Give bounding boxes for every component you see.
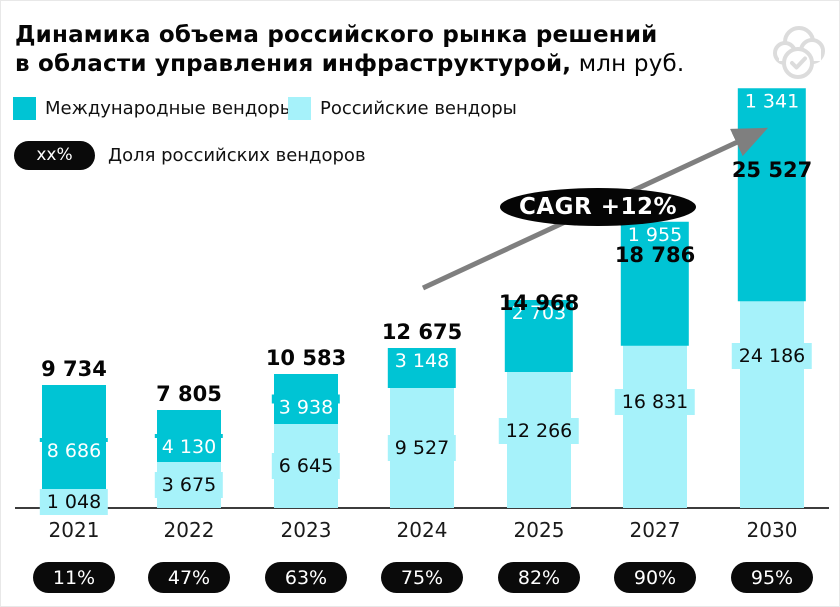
- russian-share-pill: 11%: [33, 562, 115, 593]
- russian-share-pill: 82%: [498, 562, 580, 593]
- total-value-label: 7 805: [156, 382, 222, 406]
- year-label: 2024: [396, 518, 448, 542]
- year-label: 2021: [48, 518, 100, 542]
- segment-value-russian: 12 266: [498, 417, 580, 444]
- bar-column-2027: 1 955 16 831 18 786 2027 90%: [614, 1, 696, 593]
- year-label: 2022: [163, 518, 215, 542]
- legend-swatch-international: [13, 97, 36, 120]
- cagr-annotation: CAGR +12%: [500, 188, 696, 226]
- bar-column-2021: 8 686 1 048 9 734 2021 11%: [33, 1, 115, 593]
- bar-column-2022: 4 130 3 675 7 805 2022 47%: [148, 1, 230, 593]
- segment-value-russian: 9 527: [387, 435, 457, 461]
- russian-share-pill: 47%: [148, 562, 230, 593]
- bar-column-2025: 2 703 12 266 14 968 2025 82%: [498, 1, 580, 593]
- russian-share-pill: 75%: [381, 562, 463, 593]
- segment-value-russian: 1 048: [39, 488, 109, 515]
- share-badge: xx%: [14, 140, 95, 170]
- segment-value-international: 4 130: [154, 434, 224, 458]
- x-axis-line: [15, 507, 829, 509]
- total-value-label: 10 583: [265, 346, 347, 370]
- total-value-label: 18 786: [614, 243, 696, 267]
- segment-value-international: 3 938: [271, 394, 341, 419]
- legend-swatch-russian: [288, 97, 311, 120]
- legend-label: Международные вендоры: [45, 98, 294, 119]
- title-units: млн руб.: [571, 51, 685, 77]
- bar-column-2024: 3 148 9 527 12 675 2024 75%: [381, 1, 463, 593]
- segment-value-international: 1 341: [737, 87, 807, 302]
- year-label: 2027: [629, 518, 681, 542]
- year-label: 2030: [746, 518, 798, 542]
- total-value-label: 12 675: [381, 320, 463, 344]
- share-legend-label: Доля российских вендоров: [108, 144, 366, 166]
- segment-value-russian: 24 186: [731, 342, 813, 369]
- segment-value-russian: 16 831: [614, 389, 696, 415]
- segment-value-russian: 3 675: [154, 472, 224, 498]
- legend-item-international: Международные вендоры: [13, 97, 294, 120]
- segment-value-international: 2 703: [504, 300, 574, 372]
- year-label: 2025: [513, 518, 565, 542]
- title-line-1: Динамика объема российского рынка решени…: [15, 22, 658, 48]
- segment-value-international: 3 148: [387, 348, 457, 388]
- segment-value-international: 1 955: [620, 221, 690, 346]
- title-line-2: в области управления инфраструктурой, мл…: [15, 51, 685, 77]
- russian-share-pill: 95%: [731, 562, 813, 593]
- cloud-check-icon: [767, 19, 831, 87]
- bar-column-2030: 1 341 24 186 25 527 2030 95%: [731, 1, 813, 593]
- segment-value-russian: 6 645: [271, 453, 341, 479]
- total-value-label: 14 968: [498, 291, 580, 315]
- legend-item-russian: Российские вендоры: [288, 97, 517, 120]
- page-title: Динамика объема российского рынка решени…: [15, 21, 684, 79]
- segment-value-international: 8 686: [39, 438, 109, 462]
- russian-share-pill: 63%: [265, 562, 347, 593]
- total-value-label: 25 527: [731, 158, 813, 182]
- year-label: 2023: [280, 518, 332, 542]
- legend-label: Российские вендоры: [320, 98, 517, 119]
- russian-share-pill: 90%: [614, 562, 696, 593]
- bar-column-2023: 3 938 6 645 10 583 2023 63%: [265, 1, 347, 593]
- share-legend: xx% Доля российских вендоров: [14, 140, 366, 170]
- total-value-label: 9 734: [41, 357, 107, 381]
